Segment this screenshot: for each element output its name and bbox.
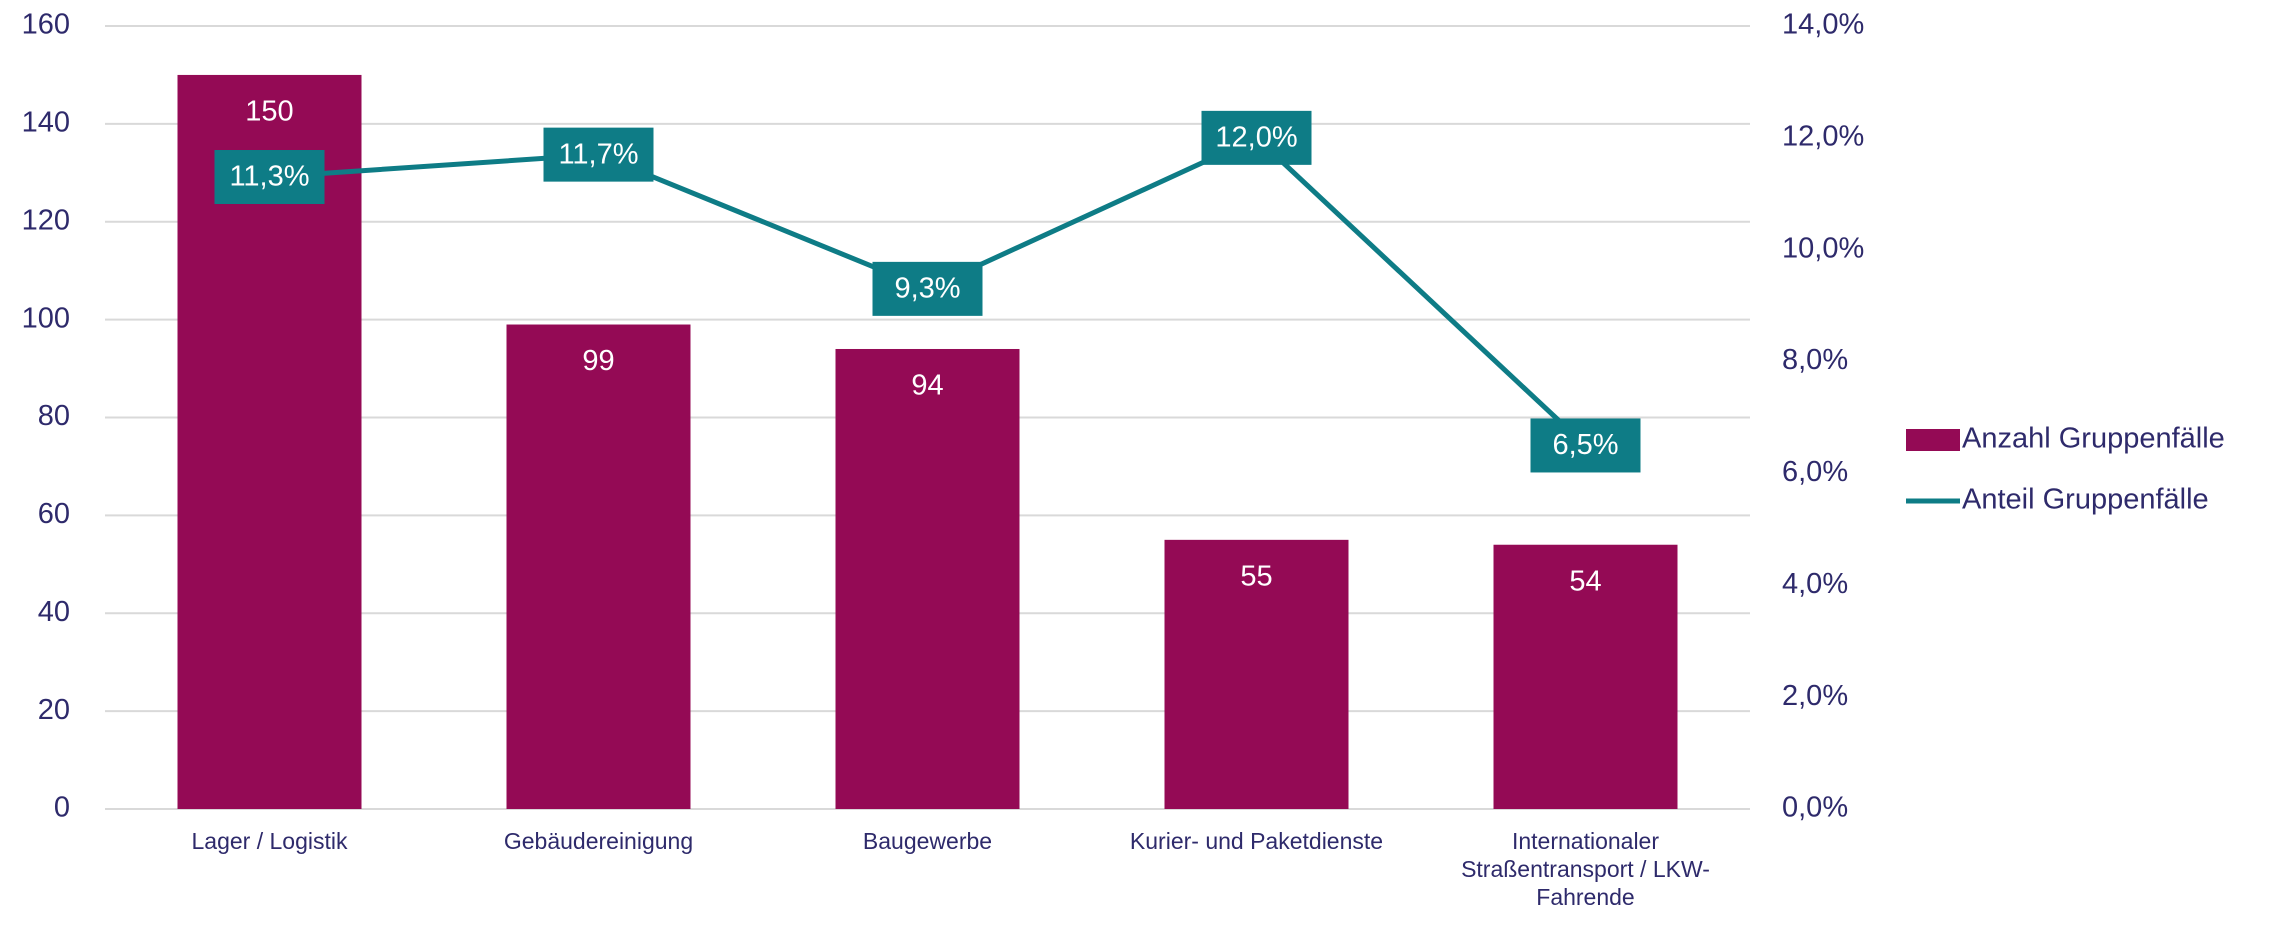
x-tick-label-box: Lager / Logistik	[191, 828, 348, 854]
y-tick-label: 100	[22, 302, 70, 334]
line-value-label: 11,7%	[558, 138, 638, 170]
bar-value-label: 55	[1240, 561, 1272, 593]
bar	[506, 324, 691, 809]
y2-tick-label: 8,0%	[1782, 344, 1848, 376]
x-tick-label-box: Internationaler Straßentransport / LKW-F…	[1461, 828, 1710, 910]
line-label-box	[1530, 418, 1641, 473]
bar-value-label: 150	[245, 96, 293, 128]
y-tick-label: 80	[38, 400, 70, 432]
y2-tick-label: 2,0%	[1782, 680, 1848, 712]
line-value-label: 12,0%	[1215, 122, 1297, 154]
line-value-label: 11,3%	[229, 161, 309, 193]
line-label-box	[543, 127, 654, 182]
line-value-label: 9,3%	[894, 273, 960, 305]
y-tick-label: 120	[22, 204, 70, 236]
x-tick-label: Gebäudereinigung	[503, 828, 694, 854]
bar	[1493, 544, 1678, 809]
y2-tick-label: 14,0%	[1782, 9, 1864, 41]
line-label-box	[872, 261, 983, 316]
y2-tick-label: 10,0%	[1782, 232, 1864, 264]
bar	[835, 348, 1020, 809]
x-tick-label-box: Gebäudereinigung	[503, 828, 694, 854]
x-tick-label-box: Baugewerbe	[862, 828, 993, 854]
x-tick-label: Baugewerbe	[862, 828, 993, 854]
bar	[1164, 539, 1349, 809]
y2-tick-label: 4,0%	[1782, 568, 1848, 600]
bar-value-label: 99	[582, 345, 614, 377]
y2-tick-label: 12,0%	[1782, 121, 1864, 153]
y-tick-label: 60	[38, 498, 70, 530]
y-tick-label: 160	[22, 9, 70, 41]
line-label-box	[214, 150, 325, 205]
x-tick-label-box: Kurier- und Paketdienste	[1129, 828, 1384, 854]
y-tick-label: 40	[38, 596, 70, 628]
x-tick-label: Kurier- und Paketdienste	[1129, 828, 1384, 854]
legend-label: Anzahl Gruppenfälle	[1962, 423, 2225, 455]
bar-value-label: 94	[911, 370, 943, 402]
x-tick-label: Lager / Logistik	[191, 828, 348, 854]
line-label-box	[1201, 110, 1312, 165]
legend-swatch	[1906, 429, 1960, 451]
bar-value-label: 54	[1569, 565, 1601, 597]
y-tick-label: 0	[54, 792, 70, 824]
y-tick-label: 20	[38, 694, 70, 726]
x-tick-label: Internationaler Straßentransport / LKW-F…	[1461, 828, 1710, 910]
y-tick-label: 140	[22, 107, 70, 139]
line-value-label: 6,5%	[1552, 429, 1618, 461]
legend-label: Anteil Gruppenfälle	[1962, 484, 2209, 516]
y2-tick-label: 0,0%	[1782, 792, 1848, 824]
y2-tick-label: 6,0%	[1782, 456, 1848, 488]
